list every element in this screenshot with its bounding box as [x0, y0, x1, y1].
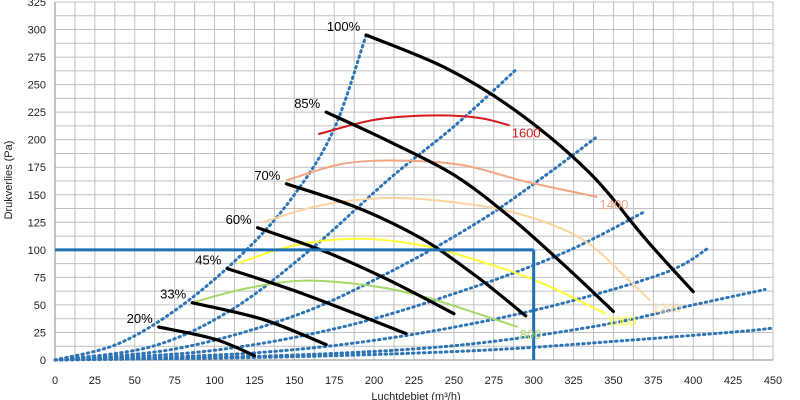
y-tick-label: 150 — [28, 190, 46, 202]
fan-speed-label: 85% — [294, 96, 320, 111]
y-axis-label: Drukverlies (Pa) — [3, 141, 15, 220]
fan-speed-label: 45% — [195, 253, 221, 268]
rpm-label: 1400 — [599, 197, 628, 212]
system-curves — [53, 33, 775, 362]
x-tick-label: 125 — [245, 375, 263, 387]
x-tick-label: 0 — [52, 375, 58, 387]
fan-speed-label: 60% — [226, 212, 252, 227]
x-tick-label: 200 — [365, 375, 383, 387]
x-tick-label: 425 — [724, 375, 742, 387]
y-ticks: 0 25 50 75 100 125 150 175 200 225 250 275 300 325 — [28, 0, 46, 367]
x-ticks: 0 25 50 75 100 125 150 175 200 225 250 275 300 325 350… — [52, 375, 782, 387]
x-tick-label: 275 — [485, 375, 503, 387]
rpm-curves — [195, 114, 651, 328]
x-tick-label: 350 — [604, 375, 622, 387]
fan-curve-60% — [256, 226, 456, 316]
x-tick-label: 225 — [405, 375, 423, 387]
system-curve — [53, 33, 368, 362]
fan-curve-33% — [190, 301, 328, 347]
fan-curve-45% — [225, 267, 408, 336]
x-tick-label: 75 — [169, 375, 181, 387]
gridlines — [54, 1, 774, 361]
y-tick-label: 100 — [28, 245, 46, 257]
rpm-label: 1200 — [652, 301, 681, 316]
rpm-curve-1000 — [238, 237, 606, 315]
y-tick-label: 250 — [28, 80, 46, 92]
fan-speed-label: 20% — [127, 311, 153, 326]
fan-curve-85% — [324, 110, 615, 314]
system-curve — [53, 209, 647, 362]
y-tick-label: 25 — [34, 327, 46, 339]
y-tick-label: 50 — [34, 300, 46, 312]
operating-lines — [55, 248, 536, 360]
fan-curves — [157, 33, 695, 358]
x-tick-label: 325 — [564, 375, 582, 387]
x-tick-label: 100 — [205, 375, 223, 387]
y-tick-label: 275 — [28, 52, 46, 64]
rpm-curve-800 — [195, 279, 519, 328]
x-tick-label: 450 — [764, 375, 782, 387]
y-tick-label: 200 — [28, 135, 46, 147]
y-tick-label: 325 — [28, 0, 46, 9]
x-tick-label: 175 — [325, 375, 343, 387]
y-tick-label: 225 — [28, 107, 46, 119]
fan-speed-label: 33% — [160, 287, 186, 302]
y-tick-label: 75 — [34, 272, 46, 284]
y-tick-label: 125 — [28, 217, 46, 229]
system-curve — [53, 134, 599, 362]
system-curve — [53, 246, 711, 362]
x-tick-label: 150 — [285, 375, 303, 387]
y-tick-label: 0 — [40, 355, 46, 367]
x-tick-label: 25 — [89, 375, 101, 387]
fan-curve-20% — [157, 325, 256, 358]
x-tick-label: 375 — [644, 375, 662, 387]
rpm-curve-1400 — [286, 159, 598, 198]
x-tick-label: 250 — [445, 375, 463, 387]
system-curve — [53, 326, 775, 362]
fan-speed-label: 100% — [327, 19, 361, 34]
x-axis-label: Luchtdebiet (m³/h) — [371, 391, 460, 400]
x-tick-label: 300 — [524, 375, 542, 387]
fan-curve-70% — [284, 182, 528, 318]
y-tick-label: 175 — [28, 162, 46, 174]
curve-labels: 1600 1400 1200 1000 800 100% 85% 70% 60% 45% 33% 20… — [127, 19, 681, 342]
rpm-curve-1200 — [262, 196, 651, 302]
rpm-curve-1600 — [318, 114, 510, 136]
x-tick-label: 400 — [684, 375, 702, 387]
rpm-label: 1600 — [512, 125, 541, 140]
rpm-label: 800 — [520, 327, 542, 342]
fan-curve-100% — [364, 33, 695, 294]
fan-speed-label: 70% — [254, 168, 280, 183]
y-tick-label: 300 — [28, 25, 46, 37]
x-tick-label: 50 — [129, 375, 141, 387]
rpm-label: 1000 — [607, 314, 636, 329]
